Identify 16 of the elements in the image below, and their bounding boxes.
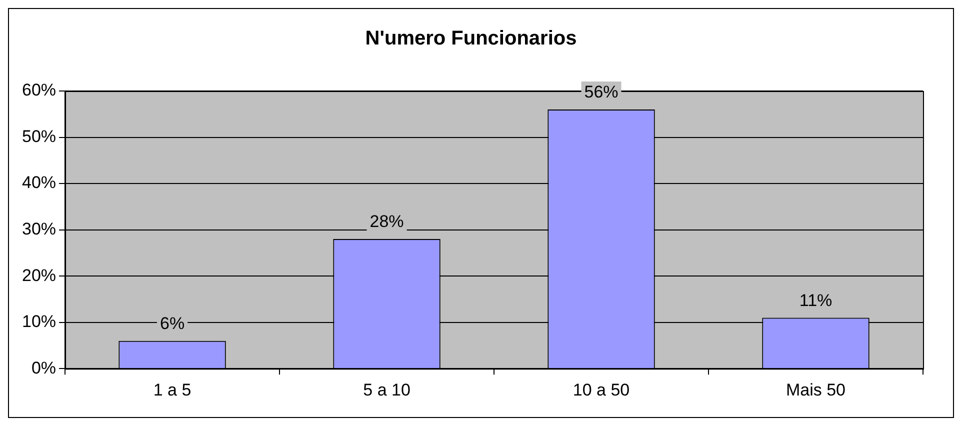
data-label: 28% <box>370 212 404 232</box>
y-tick-label: 40% <box>22 173 56 192</box>
x-tick-label: 5 a 10 <box>363 380 410 400</box>
x-tick-label: 10 a 50 <box>572 380 630 400</box>
data-label: 11% <box>799 290 832 310</box>
y-tick-label: 30% <box>22 219 56 238</box>
x-tick-label: Mais 50 <box>786 380 846 400</box>
y-tick-label: 50% <box>22 126 56 146</box>
data-label: 6% <box>160 314 185 334</box>
x-tick-label: 1 a 5 <box>153 380 192 400</box>
chart-title: N'umero Funcionarios <box>365 28 577 50</box>
data-label: 56% <box>584 82 618 102</box>
y-tick-label: 0% <box>31 358 56 378</box>
y-tick-label: 20% <box>22 266 56 285</box>
y-tick-label: 60% <box>22 80 56 100</box>
y-tick-label: 10% <box>22 312 56 332</box>
